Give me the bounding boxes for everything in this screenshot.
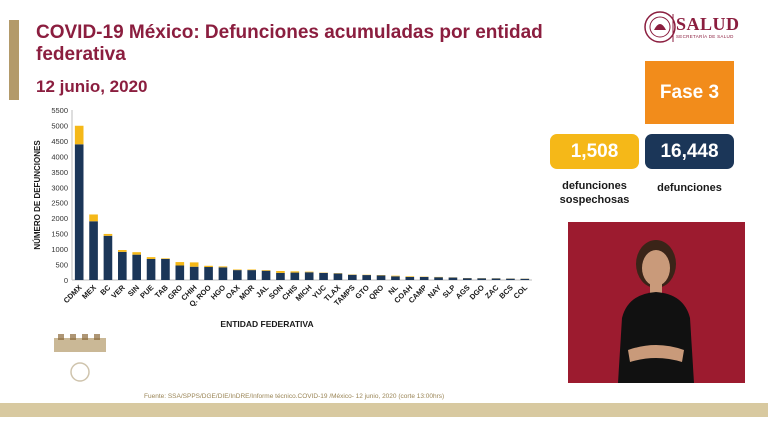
confirmed-deaths-bar — [118, 251, 127, 280]
confirmed-deaths-bar — [233, 270, 242, 280]
logo-name: SALUD — [676, 14, 740, 34]
confirmed-deaths-bar — [319, 272, 328, 280]
confirmed-deaths-bar — [391, 276, 400, 280]
salud-emblem-icon — [644, 11, 676, 43]
x-tick-label: GTO — [353, 283, 371, 301]
confirmed-deaths-bar — [132, 254, 141, 280]
accent-bar — [9, 20, 19, 100]
x-tick-label: NAY — [426, 283, 443, 300]
x-tick-label: QRO — [367, 283, 386, 302]
y-tick-label: 2500 — [51, 199, 68, 208]
confirmed-deaths-bar — [448, 277, 458, 280]
confirmed-deaths-bar — [161, 258, 170, 280]
source-note: Fuente: SSA/SPPS/DGE/DIE/InDRE/Informe t… — [144, 393, 445, 400]
y-tick-label: 5000 — [51, 121, 68, 130]
confirmed-deaths-bar — [362, 275, 371, 280]
suspected-deaths-bar — [161, 258, 170, 259]
x-tick-label: DGO — [468, 283, 487, 302]
x-tick-label: PUE — [138, 283, 155, 300]
y-tick-label: 500 — [55, 261, 68, 270]
suspected-deaths-bar — [74, 125, 84, 145]
suspected-deaths-bar — [118, 250, 127, 252]
confirmed-deaths-bar — [405, 276, 415, 280]
suspected-deaths-bar — [405, 276, 415, 277]
confirmed-deaths-bar — [333, 273, 343, 280]
suspected-deaths-bar — [132, 252, 141, 255]
confirmed-deaths-bar — [434, 277, 443, 280]
suspected-deaths-bar — [103, 233, 113, 236]
y-tick-label: 1500 — [51, 230, 68, 239]
confirmed-deaths-bar — [290, 272, 300, 280]
suspected-deaths-bar — [175, 262, 185, 266]
suspected-deaths-label: defunciones sospechosas — [559, 180, 630, 206]
confirmed-deaths-bar — [463, 278, 472, 280]
suspected-deaths-value: 1,508 — [550, 134, 639, 169]
confirmed-deaths-bar — [376, 275, 386, 280]
phase-badge: Fase 3 — [645, 61, 734, 124]
x-axis-title: ENTIDAD FEDERATIVA — [220, 319, 313, 329]
logo-subtitle: SECRETARÍA DE SALUD — [676, 34, 734, 39]
confirmed-deaths-bar — [520, 278, 530, 280]
y-tick-label: 3500 — [51, 168, 68, 177]
x-tick-label: SLP — [441, 283, 458, 300]
deaths-bar-chart: 0 500 1000 1500 2000 2500 3000 3500 4000 4500 5000… — [33, 106, 532, 329]
confirmed-deaths-bar — [103, 235, 113, 280]
confirmed-deaths-bar — [189, 266, 199, 280]
x-tick-label: VER — [109, 283, 127, 301]
suspected-deaths-bar — [276, 271, 285, 273]
y-tick-label: 3000 — [51, 183, 68, 192]
confirmed-deaths-bar — [146, 258, 156, 280]
suspected-deaths-bar — [146, 257, 156, 259]
confirmed-deaths-bar — [261, 270, 271, 280]
confirmed-deaths-bar — [506, 278, 515, 280]
y-tick-label: 4500 — [51, 137, 68, 146]
y-tick-label: 5500 — [51, 106, 68, 115]
x-tick-label: BCS — [497, 283, 515, 301]
confirmed-deaths-bar — [175, 265, 185, 280]
suspected-deaths-bar — [391, 275, 400, 277]
y-axis-title: NÚMERO DE DEFUNCIONES — [33, 140, 42, 250]
report-date: 12 junio, 2020 — [36, 77, 148, 96]
confirmed-deaths-bar — [477, 278, 486, 280]
confirmed-deaths-bar — [304, 272, 314, 280]
y-tick-label: 2000 — [51, 214, 68, 223]
x-tick-label: HGO — [209, 283, 228, 302]
confirmed-deaths-bar — [348, 274, 357, 280]
confirmed-deaths-bar — [204, 267, 213, 280]
confirmed-deaths-label: defunciones — [657, 182, 722, 194]
confirmed-deaths-bar — [218, 267, 228, 280]
suspected-deaths-bar — [89, 214, 98, 222]
footer-band — [0, 403, 768, 417]
suspected-deaths-bar — [218, 266, 228, 268]
confirmed-deaths-bar — [419, 276, 429, 280]
sign-language-interpreter-video — [568, 222, 745, 383]
x-tick-label: MEX — [80, 283, 98, 301]
suspected-deaths-bar — [261, 270, 271, 271]
suspected-deaths-bar — [233, 269, 242, 271]
confirmed-deaths-bar — [89, 221, 98, 280]
confirmed-deaths-bar — [74, 144, 84, 280]
confirmed-deaths-bar — [491, 278, 501, 280]
x-tick-label: AGS — [454, 283, 472, 301]
confirmed-deaths-value: 16,448 — [645, 134, 734, 169]
confirmed-deaths-bar — [276, 272, 285, 280]
y-tick-label: 4000 — [51, 152, 68, 161]
x-tick-label: SIN — [126, 283, 141, 298]
suspected-deaths-bar — [304, 271, 314, 273]
x-tick-label: COL — [512, 283, 530, 301]
heritage-emblem-icon — [54, 334, 106, 382]
y-tick-label: 0 — [64, 276, 68, 285]
y-tick-label: 1000 — [51, 245, 68, 254]
page-title: COVID-19 México: Defunciones acumuladas … — [36, 22, 543, 65]
x-tick-label: ZAC — [483, 283, 501, 301]
confirmed-deaths-bar — [247, 270, 256, 280]
suspected-deaths-bar — [247, 269, 256, 271]
suspected-deaths-bar — [290, 271, 300, 273]
suspected-deaths-bar — [204, 265, 213, 268]
suspected-deaths-bar — [189, 262, 199, 267]
